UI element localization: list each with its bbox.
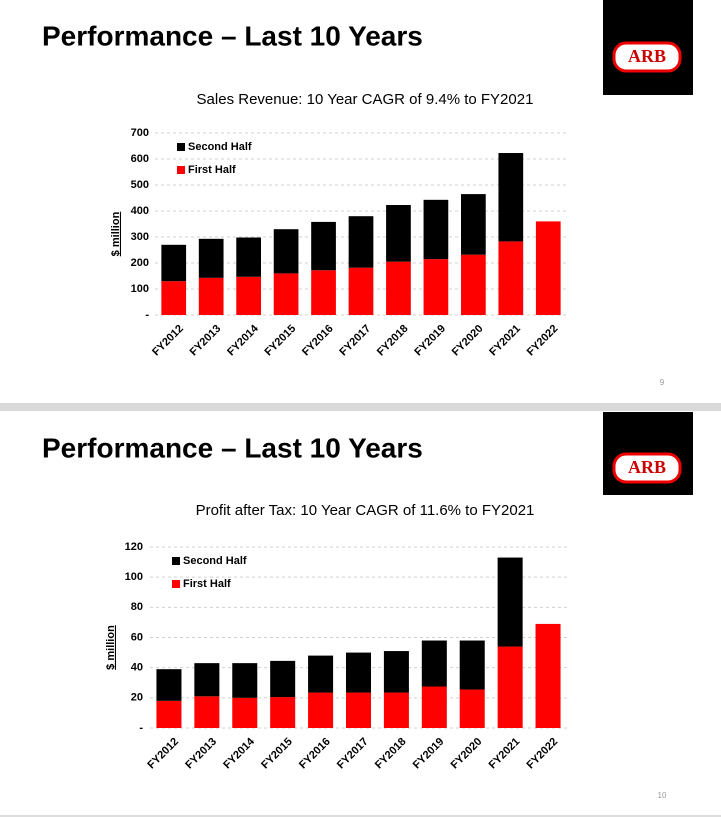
legend-label: First Half bbox=[188, 164, 236, 176]
legend-swatch bbox=[177, 166, 185, 174]
bar-segment bbox=[535, 221, 561, 315]
bar-segment bbox=[386, 261, 411, 315]
bar-segment bbox=[308, 692, 334, 728]
bar-segment bbox=[386, 205, 411, 262]
bar-segment bbox=[311, 270, 336, 315]
y-tick-label: 40 bbox=[131, 662, 143, 674]
bar-segment bbox=[156, 669, 182, 701]
y-tick-label: 700 bbox=[131, 127, 149, 139]
y-tick-label: 300 bbox=[131, 231, 149, 243]
y-tick-label: - bbox=[139, 722, 143, 734]
bar-segment bbox=[348, 267, 374, 315]
bar-segment bbox=[270, 697, 296, 728]
page-number: 10 bbox=[658, 791, 667, 800]
y-tick-label: 600 bbox=[131, 153, 149, 165]
bar-segment bbox=[421, 640, 447, 687]
y-tick-label: 100 bbox=[131, 283, 149, 295]
bar-segment bbox=[273, 273, 299, 315]
bar-segment bbox=[236, 276, 261, 315]
bar-segment bbox=[383, 651, 409, 693]
bar-segment bbox=[198, 238, 224, 278]
y-tick-label: 80 bbox=[131, 601, 143, 613]
bar-segment bbox=[156, 700, 182, 728]
chart-title: Sales Revenue: 10 Year CAGR of 9.4% to F… bbox=[197, 91, 534, 108]
y-tick-label: 20 bbox=[131, 692, 143, 704]
y-tick-label: 500 bbox=[131, 179, 149, 191]
bar-segment bbox=[236, 237, 261, 277]
y-tick-label: 120 bbox=[125, 541, 143, 553]
legend-swatch bbox=[177, 143, 185, 151]
bar-segment bbox=[498, 241, 524, 315]
bar-segment bbox=[423, 259, 449, 315]
bar-segment bbox=[348, 216, 374, 268]
legend-swatch bbox=[172, 557, 180, 565]
bar-segment bbox=[459, 689, 485, 728]
bar-segment bbox=[308, 655, 334, 693]
bar-segment bbox=[461, 254, 486, 315]
bar-segment bbox=[161, 281, 187, 315]
y-axis-label: $ million bbox=[105, 625, 117, 670]
logo-badge bbox=[612, 452, 682, 484]
bar-segment bbox=[232, 663, 258, 698]
bar-segment bbox=[194, 663, 220, 697]
logo-text: ARB bbox=[628, 46, 666, 66]
logo-text: ARB bbox=[628, 457, 666, 477]
chart-title: Profit after Tax: 10 Year CAGR of 11.6% … bbox=[196, 502, 535, 519]
y-tick-label: 200 bbox=[131, 257, 149, 269]
bar-segment bbox=[383, 692, 409, 728]
bar-segment bbox=[535, 623, 561, 728]
y-tick-label: 60 bbox=[131, 631, 143, 643]
bar-segment bbox=[194, 696, 220, 728]
y-axis-label: $ million bbox=[110, 211, 122, 256]
bar-segment bbox=[498, 153, 524, 242]
logo-badge bbox=[612, 41, 682, 73]
y-tick-label: 400 bbox=[131, 205, 149, 217]
bar-segment bbox=[459, 640, 485, 690]
bar-segment bbox=[311, 221, 336, 271]
bar-segment bbox=[461, 194, 486, 255]
bar-segment bbox=[232, 697, 258, 728]
bar-segment bbox=[423, 199, 449, 260]
y-tick-label: - bbox=[145, 309, 149, 321]
y-tick-label: 100 bbox=[125, 571, 143, 583]
legend-label: Second Half bbox=[183, 555, 247, 567]
slide-separator bbox=[0, 403, 721, 411]
bar-segment bbox=[345, 692, 372, 728]
bar-segment bbox=[198, 277, 224, 315]
bar-segment bbox=[161, 244, 187, 282]
legend-label: First Half bbox=[183, 578, 231, 590]
bar-segment bbox=[421, 686, 447, 728]
bar-segment bbox=[497, 646, 523, 728]
legend-swatch bbox=[172, 580, 180, 588]
bar-segment bbox=[270, 660, 296, 698]
bar-segment bbox=[273, 229, 299, 274]
bar-segment bbox=[345, 652, 372, 693]
page-number: 9 bbox=[660, 378, 665, 387]
legend-label: Second Half bbox=[188, 141, 252, 153]
bar-segment bbox=[497, 557, 523, 647]
slide-heading: Performance – Last 10 Years bbox=[42, 432, 423, 463]
slide-heading: Performance – Last 10 Years bbox=[42, 20, 423, 51]
